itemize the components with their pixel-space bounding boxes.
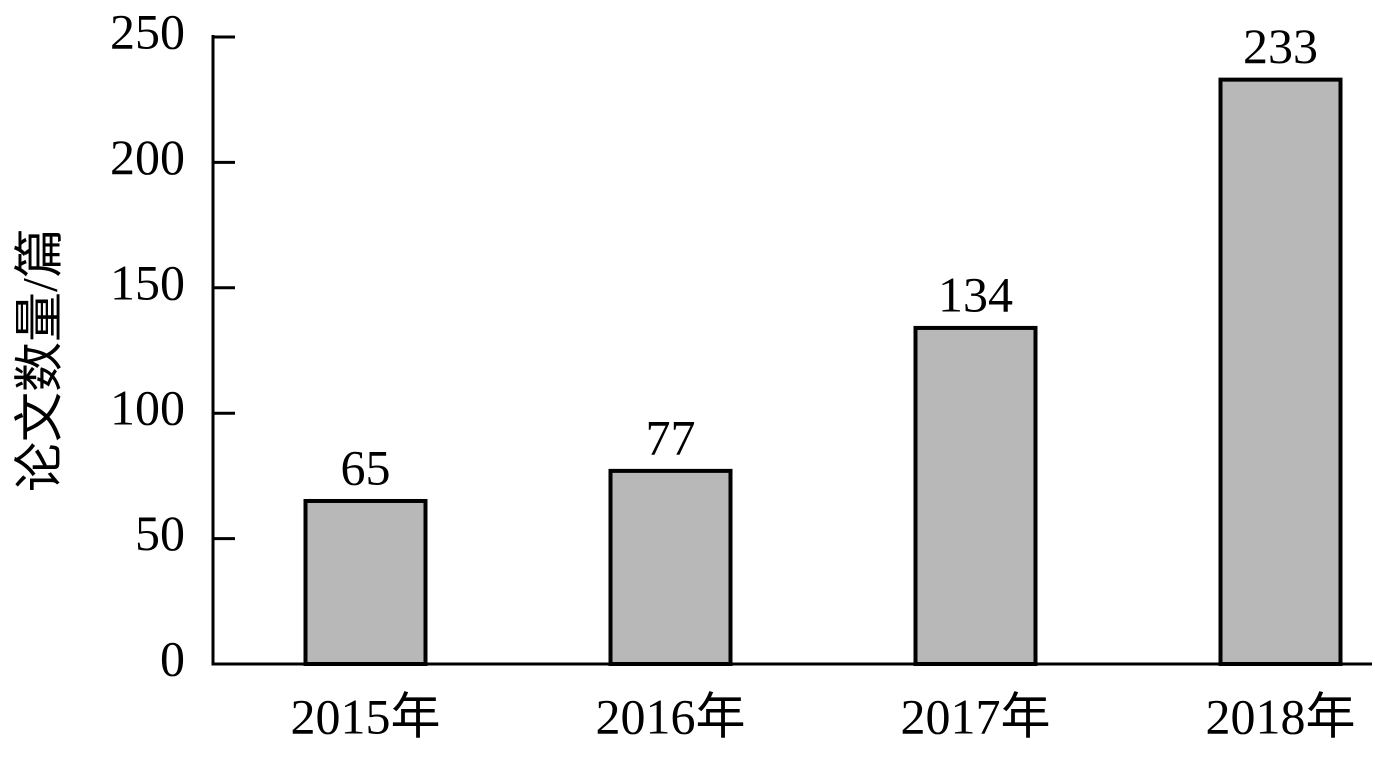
data-label: 77	[646, 409, 696, 465]
data-label: 134	[938, 266, 1013, 322]
bar	[303, 498, 428, 667]
data-label: 65	[341, 439, 391, 495]
y-tick-label: 200	[110, 129, 185, 185]
y-tick-label: 0	[160, 630, 185, 686]
y-tick-label: 100	[110, 380, 185, 436]
y-axis-label: 论文数量/篇	[11, 228, 67, 492]
x-tick-label: 2017年	[901, 688, 1051, 744]
x-tick-label: 2016年	[596, 688, 746, 744]
bar	[1218, 77, 1343, 667]
x-tick-label: 2018年	[1206, 688, 1356, 744]
bar	[913, 325, 1038, 666]
x-tick-label: 2015年	[291, 688, 441, 744]
y-tick-label: 250	[110, 3, 185, 59]
y-tick-label: 150	[110, 254, 185, 310]
data-label: 233	[1243, 18, 1318, 74]
bar	[608, 468, 733, 666]
y-tick-label: 50	[135, 505, 185, 561]
